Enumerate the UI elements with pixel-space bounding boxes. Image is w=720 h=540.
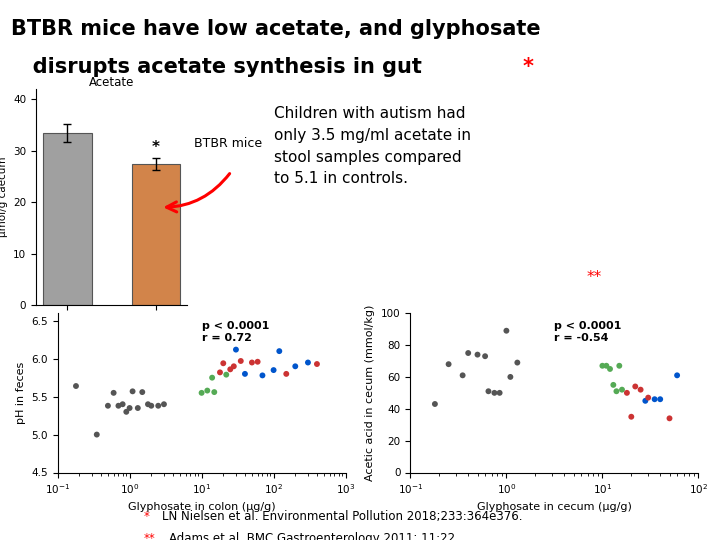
- Point: [158, 400, 170, 409]
- Point: [664, 414, 675, 423]
- Point: [597, 361, 608, 370]
- Point: [102, 401, 114, 410]
- Point: [127, 387, 138, 396]
- Point: [482, 387, 494, 396]
- Text: p < 0.0001
r = 0.72: p < 0.0001 r = 0.72: [202, 321, 269, 343]
- Point: [642, 393, 654, 402]
- Point: [132, 404, 143, 413]
- Point: [239, 369, 251, 378]
- Point: [281, 369, 292, 378]
- Text: Adams et al. BMC Gastroenterology 2011; 11:22.: Adams et al. BMC Gastroenterology 2011; …: [169, 532, 459, 540]
- Point: [196, 389, 207, 397]
- Point: [608, 381, 619, 389]
- Point: [108, 389, 120, 397]
- Point: [220, 370, 232, 379]
- Text: *: *: [144, 510, 150, 523]
- Text: BTBR mice have low acetate, and glyphosate: BTBR mice have low acetate, and glyphosa…: [11, 19, 541, 39]
- Point: [311, 360, 323, 368]
- Point: [71, 382, 82, 390]
- Point: [202, 386, 213, 395]
- Text: LN Nielsen et al. Environmental Pollution 2018;233:364e376.: LN Nielsen et al. Environmental Pollutio…: [162, 510, 523, 523]
- Point: [629, 382, 641, 391]
- Point: [217, 359, 229, 368]
- Point: [246, 358, 258, 367]
- Point: [289, 362, 301, 370]
- Text: *: *: [152, 140, 160, 155]
- Point: [480, 352, 491, 361]
- Point: [500, 326, 512, 335]
- Y-axis label: Acetic acid in cecum (mmol/kg): Acetic acid in cecum (mmol/kg): [366, 305, 376, 481]
- Text: **: **: [144, 532, 156, 540]
- X-axis label: Glyphosate in colon (μg/g): Glyphosate in colon (μg/g): [127, 502, 276, 511]
- Point: [257, 371, 269, 380]
- Point: [494, 389, 505, 397]
- Point: [207, 373, 218, 382]
- Text: disrupts acetate synthesis in gut: disrupts acetate synthesis in gut: [11, 57, 422, 77]
- Point: [613, 361, 625, 370]
- Point: [225, 365, 236, 374]
- Text: *: *: [523, 57, 534, 77]
- Point: [215, 368, 226, 377]
- Point: [274, 347, 285, 355]
- Point: [113, 401, 125, 410]
- Y-axis label: μmol/g caecum: μmol/g caecum: [0, 157, 8, 238]
- Point: [457, 371, 469, 380]
- Bar: [43, 133, 91, 305]
- Point: [302, 358, 314, 367]
- Point: [671, 371, 683, 380]
- Point: [600, 361, 612, 370]
- Point: [635, 386, 647, 394]
- Point: [654, 395, 666, 403]
- Point: [235, 356, 246, 365]
- Point: [462, 349, 474, 357]
- Point: [153, 401, 164, 410]
- Text: BTBR mice: BTBR mice: [194, 137, 263, 150]
- Point: [137, 388, 148, 396]
- Point: [120, 408, 132, 416]
- Point: [124, 404, 135, 413]
- Point: [472, 350, 483, 359]
- Point: [621, 389, 633, 397]
- Point: [489, 389, 500, 397]
- X-axis label: Glyphosate in cecum (μg/g): Glyphosate in cecum (μg/g): [477, 502, 632, 511]
- Point: [604, 364, 616, 373]
- Point: [512, 358, 523, 367]
- Point: [145, 401, 157, 410]
- Point: [230, 345, 242, 354]
- Point: [443, 360, 454, 368]
- Title: Acetate: Acetate: [89, 76, 135, 89]
- Point: [143, 400, 154, 409]
- Point: [626, 413, 637, 421]
- Point: [429, 400, 441, 408]
- Point: [228, 362, 240, 370]
- Bar: [132, 164, 180, 305]
- Point: [252, 357, 264, 366]
- Point: [268, 366, 279, 374]
- Text: p < 0.0001
r = -0.54: p < 0.0001 r = -0.54: [554, 321, 622, 343]
- Point: [117, 400, 128, 409]
- Point: [611, 387, 622, 396]
- Point: [649, 395, 660, 403]
- Point: [505, 373, 516, 381]
- Point: [91, 430, 102, 439]
- Point: [639, 396, 651, 405]
- Y-axis label: pH in feces: pH in feces: [16, 362, 26, 424]
- Text: Children with autism had
only 3.5 mg/ml acetate in
stool samples compared
to 5.1: Children with autism had only 3.5 mg/ml …: [274, 106, 471, 186]
- Point: [209, 388, 220, 396]
- Text: **: **: [587, 270, 602, 285]
- Point: [616, 386, 628, 394]
